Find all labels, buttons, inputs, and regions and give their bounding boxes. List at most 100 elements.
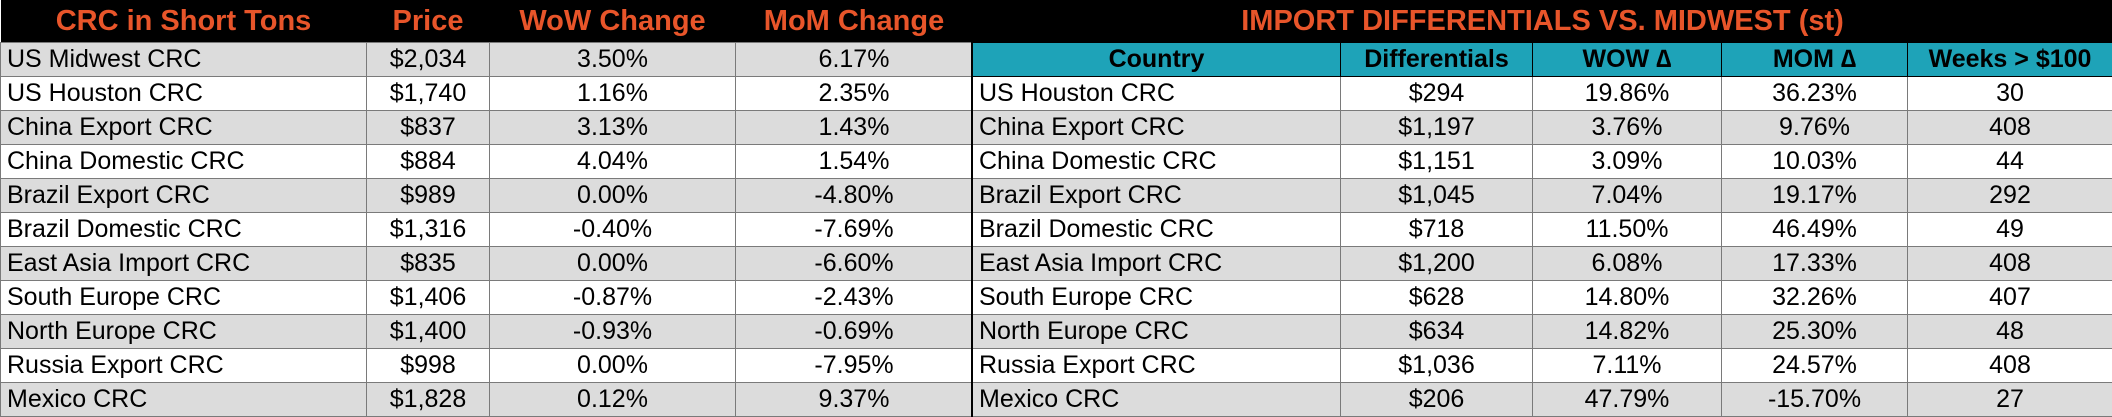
- header-mom-delta: MOM ∆: [1721, 42, 1908, 77]
- import-differential-cell-name: East Asia Import CRC: [972, 246, 1341, 281]
- crc-price-cell-name: Brazil Export CRC: [0, 178, 367, 213]
- import-differential-cell-weeks: 408: [1906, 246, 2112, 281]
- crc-price-cell-mom: -4.80%: [735, 178, 973, 213]
- import-differential-cell-name: Brazil Export CRC: [972, 178, 1341, 213]
- crc-price-cell-wow: -0.40%: [489, 212, 736, 247]
- crc-price-cell-name: Brazil Domestic CRC: [0, 212, 367, 247]
- header-wow-change: WoW Change: [489, 0, 736, 43]
- crc-price-row: Brazil Domestic CRC $1,316 -0.40% -7.69%: [0, 212, 973, 247]
- crc-price-cell-wow: 0.00%: [489, 348, 736, 383]
- import-differential-cell-mom: 24.57%: [1721, 348, 1908, 383]
- import-differential-cell-weeks: 30: [1906, 76, 2112, 111]
- import-differential-cell-weeks: 27: [1906, 382, 2112, 417]
- import-differential-cell-mom: 9.76%: [1721, 110, 1908, 145]
- crc-price-cell-mom: 9.37%: [735, 382, 973, 417]
- import-differential-cell-wow: 3.09%: [1532, 144, 1722, 179]
- import-differential-row: China Domestic CRC $1,151 3.09% 10.03% 44: [972, 144, 2112, 179]
- import-differential-cell-diff: $1,197: [1340, 110, 1533, 145]
- import-differential-row: Mexico CRC $206 47.79% -15.70% 27: [972, 382, 2112, 417]
- crc-price-cell-wow: 0.00%: [489, 246, 736, 281]
- crc-price-cell-name: US Midwest CRC: [0, 42, 367, 77]
- crc-price-cell-mom: -7.69%: [735, 212, 973, 247]
- table-divider: [971, 0, 973, 417]
- crc-price-header-row: CRC in Short Tons Price WoW Change MoM C…: [0, 0, 973, 43]
- crc-price-cell-mom: 2.35%: [735, 76, 973, 111]
- crc-price-cell-name: South Europe CRC: [0, 280, 367, 315]
- import-differential-row: East Asia Import CRC $1,200 6.08% 17.33% 408: [972, 246, 2112, 281]
- import-differential-cell-diff: $206: [1340, 382, 1533, 417]
- header-mom-change: MoM Change: [735, 0, 973, 43]
- import-differential-row: South Europe CRC $628 14.80% 32.26% 407: [972, 280, 2112, 315]
- import-differential-cell-diff: $1,036: [1340, 348, 1533, 383]
- header-country: Country: [972, 42, 1341, 77]
- crc-price-table: CRC in Short Tons Price WoW Change MoM C…: [0, 0, 973, 417]
- crc-price-cell-name: China Domestic CRC: [0, 144, 367, 179]
- import-differential-row: Brazil Domestic CRC $718 11.50% 46.49% 49: [972, 212, 2112, 247]
- import-differential-cell-wow: 11.50%: [1532, 212, 1722, 247]
- crc-price-cell-price: $884: [366, 144, 490, 179]
- crc-price-cell-price: $837: [366, 110, 490, 145]
- crc-price-row: North Europe CRC $1,400 -0.93% -0.69%: [0, 314, 973, 349]
- crc-price-cell-price: $2,034: [366, 42, 490, 77]
- crc-price-row: Mexico CRC $1,828 0.12% 9.37%: [0, 382, 973, 417]
- crc-price-cell-wow: 0.12%: [489, 382, 736, 417]
- import-differential-row: Russia Export CRC $1,036 7.11% 24.57% 408: [972, 348, 2112, 383]
- import-differential-row: Brazil Export CRC $1,045 7.04% 19.17% 292: [972, 178, 2112, 213]
- import-differential-cell-wow: 3.76%: [1532, 110, 1722, 145]
- import-differential-cell-weeks: 408: [1906, 110, 2112, 145]
- import-differential-cell-wow: 7.11%: [1532, 348, 1722, 383]
- import-differential-cell-wow: 7.04%: [1532, 178, 1722, 213]
- import-differential-cell-wow: 47.79%: [1532, 382, 1722, 417]
- crc-price-row: South Europe CRC $1,406 -0.87% -2.43%: [0, 280, 973, 315]
- crc-price-cell-mom: -6.60%: [735, 246, 973, 281]
- crc-price-cell-price: $989: [366, 178, 490, 213]
- import-differentials-table: IMPORT DIFFERENTIALS VS. MIDWEST (st) Co…: [972, 0, 2112, 417]
- crc-price-row: China Export CRC $837 3.13% 1.43%: [0, 110, 973, 145]
- import-differential-cell-wow: 19.86%: [1532, 76, 1722, 111]
- import-differential-cell-name: North Europe CRC: [972, 314, 1341, 349]
- import-differential-cell-diff: $1,151: [1340, 144, 1533, 179]
- import-differential-cell-mom: 36.23%: [1721, 76, 1908, 111]
- import-differential-cell-mom: 25.30%: [1721, 314, 1908, 349]
- import-differential-cell-name: Mexico CRC: [972, 382, 1341, 417]
- import-differential-cell-diff: $634: [1340, 314, 1533, 349]
- import-differential-cell-mom: -15.70%: [1721, 382, 1908, 417]
- crc-price-cell-mom: 6.17%: [735, 42, 973, 77]
- header-crc-in-short-tons: CRC in Short Tons: [0, 0, 367, 43]
- header-wow-delta: WOW ∆: [1532, 42, 1722, 77]
- import-differential-cell-wow: 14.80%: [1532, 280, 1722, 315]
- crc-price-cell-wow: 1.16%: [489, 76, 736, 111]
- header-price: Price: [366, 0, 490, 43]
- import-differential-row: North Europe CRC $634 14.82% 25.30% 48: [972, 314, 2112, 349]
- import-differential-cell-wow: 6.08%: [1532, 246, 1722, 281]
- import-differential-cell-diff: $1,200: [1340, 246, 1533, 281]
- import-differential-cell-diff: $718: [1340, 212, 1533, 247]
- import-differential-cell-diff: $628: [1340, 280, 1533, 315]
- crc-price-cell-name: Russia Export CRC: [0, 348, 367, 383]
- import-differential-cell-mom: 46.49%: [1721, 212, 1908, 247]
- import-differential-cell-name: China Export CRC: [972, 110, 1341, 145]
- crc-price-cell-mom: -2.43%: [735, 280, 973, 315]
- crc-price-cell-name: Mexico CRC: [0, 382, 367, 417]
- crc-price-cell-wow: -0.87%: [489, 280, 736, 315]
- crc-price-cell-mom: 1.43%: [735, 110, 973, 145]
- import-differential-cell-weeks: 49: [1906, 212, 2112, 247]
- import-differential-cell-weeks: 292: [1906, 178, 2112, 213]
- import-differential-cell-diff: $294: [1340, 76, 1533, 111]
- crc-price-cell-name: North Europe CRC: [0, 314, 367, 349]
- header-differentials: Differentials: [1340, 42, 1533, 77]
- crc-price-cell-name: US Houston CRC: [0, 76, 367, 111]
- import-differentials-header-row: Country Differentials WOW ∆ MOM ∆ Weeks …: [972, 42, 2112, 77]
- import-differentials-title: IMPORT DIFFERENTIALS VS. MIDWEST (st): [972, 0, 2112, 43]
- import-differential-cell-name: US Houston CRC: [972, 76, 1341, 111]
- import-differential-cell-mom: 17.33%: [1721, 246, 1908, 281]
- crc-price-cell-wow: -0.93%: [489, 314, 736, 349]
- import-differential-cell-diff: $1,045: [1340, 178, 1533, 213]
- crc-price-cell-wow: 3.13%: [489, 110, 736, 145]
- crc-price-cell-price: $1,828: [366, 382, 490, 417]
- import-differential-cell-name: South Europe CRC: [972, 280, 1341, 315]
- crc-price-cell-wow: 0.00%: [489, 178, 736, 213]
- crc-price-cell-mom: -7.95%: [735, 348, 973, 383]
- crc-price-row: US Midwest CRC $2,034 3.50% 6.17%: [0, 42, 973, 77]
